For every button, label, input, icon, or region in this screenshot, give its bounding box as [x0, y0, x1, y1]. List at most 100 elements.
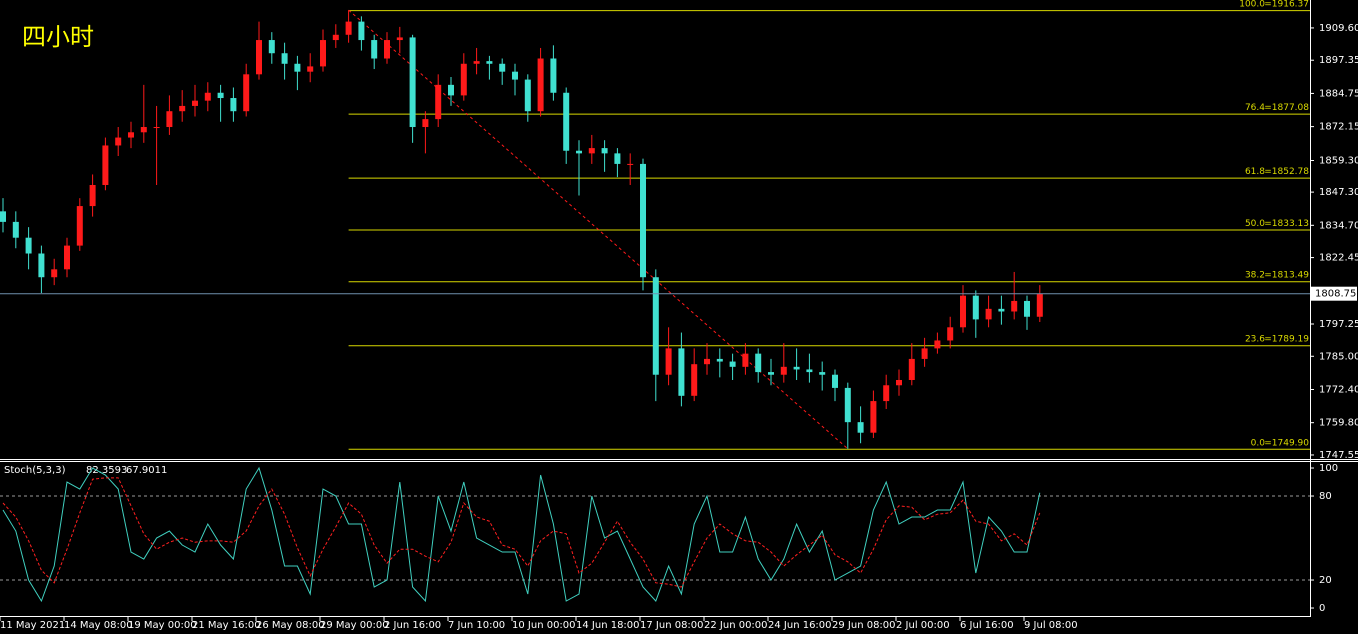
indicator-name: Stoch(5,3,3) — [4, 465, 66, 476]
x-tick-label: 14 Jun 18:00 — [576, 620, 640, 631]
current-price-box — [1311, 286, 1357, 301]
y-tick-label: 0 — [1319, 603, 1325, 614]
candle-body — [985, 308, 992, 320]
candle-body — [486, 61, 493, 64]
candle-body — [51, 269, 58, 278]
y-tick-label: 1897.35 — [1319, 55, 1358, 66]
candle-body — [652, 277, 659, 375]
y-tick-label: 1785.00 — [1319, 351, 1358, 362]
x-tick-label: 22 Jun 00:00 — [704, 620, 768, 631]
candle-body — [883, 385, 890, 402]
candle-body — [256, 40, 262, 75]
candle-body — [345, 21, 352, 35]
candle-body — [192, 100, 198, 106]
y-tick-label: 1859.30 — [1319, 155, 1358, 166]
y-tick-label: 1747.55 — [1319, 450, 1358, 461]
y-tick-label: 1847.30 — [1319, 187, 1358, 198]
x-tick-label: 24 Jun 16:00 — [768, 620, 832, 631]
indicator-k-value: 82.3593 — [86, 465, 127, 476]
candle-body — [243, 74, 250, 112]
candle-body — [294, 63, 301, 72]
candle-body — [512, 71, 518, 80]
candle-body — [524, 79, 531, 112]
x-tick-label: 29 May 00:00 — [320, 620, 389, 631]
trend-line — [348, 9, 849, 450]
candle-body — [1036, 293, 1043, 317]
candle-body — [217, 92, 224, 99]
candle-body — [601, 148, 608, 154]
y-tick-label: 1797.25 — [1319, 319, 1358, 330]
x-tick-label: 29 Jun 08:00 — [832, 620, 896, 631]
candle-body — [396, 37, 403, 41]
candle-body — [25, 237, 32, 254]
candle-body — [0, 211, 6, 222]
candle-body — [12, 221, 19, 238]
y-tick-label: 1759.80 — [1319, 418, 1358, 429]
candle-body — [768, 372, 774, 375]
candle-body — [793, 366, 800, 370]
fib-price-label: =1852.78 — [1264, 167, 1309, 177]
candle-body — [665, 348, 672, 375]
candle-body — [614, 153, 621, 164]
y-tick-label: 1872.15 — [1319, 122, 1358, 133]
y-tick-label: 1772.40 — [1319, 384, 1358, 395]
chart-title: 四小时 — [22, 23, 94, 51]
candle-body — [1011, 300, 1018, 312]
indicator-d-value: 67.9011 — [126, 465, 167, 476]
fib-ratio-label: 23.6 — [1245, 335, 1265, 345]
candle-body — [268, 40, 275, 54]
x-tick-label: 21 May 16:00 — [192, 620, 261, 631]
candle-body — [640, 163, 646, 278]
fib-price-label: =1877.08 — [1264, 103, 1309, 113]
candle-body — [179, 105, 186, 112]
candle-body — [729, 361, 736, 367]
candle-body — [678, 348, 685, 396]
candle-body — [857, 422, 864, 433]
candle-body — [371, 40, 378, 59]
x-tick-label: 7 Jun 10:00 — [448, 620, 505, 631]
candle-body — [1024, 300, 1030, 317]
candle-body — [230, 98, 237, 112]
candle-body — [819, 372, 826, 375]
x-tick-label: 9 Jul 08:00 — [1024, 620, 1078, 631]
fib-ratio-label: 38.2 — [1245, 271, 1265, 281]
candle-body — [870, 401, 877, 433]
candle-body — [576, 150, 582, 154]
fib-price-label: =1916.37 — [1264, 0, 1309, 10]
candle-body — [102, 145, 109, 185]
candle-body — [998, 308, 1005, 312]
candle-body — [89, 184, 96, 207]
candle-body — [627, 163, 634, 165]
fib-ratio-label: 76.4 — [1245, 103, 1265, 113]
candle-body — [588, 148, 595, 154]
candle-body — [499, 63, 506, 72]
fib-ratio-label: 100.0 — [1239, 0, 1265, 10]
candle-body — [832, 374, 838, 388]
candle-body — [128, 132, 134, 138]
fib-ratio-label: 61.8 — [1245, 167, 1265, 177]
candle-body — [972, 295, 979, 320]
candle-body — [691, 364, 698, 396]
candle-body — [755, 353, 762, 373]
fib-ratio-label: 50.0 — [1245, 219, 1265, 229]
candle-body — [38, 253, 45, 278]
y-tick-label: 1834.70 — [1319, 220, 1358, 231]
y-tick-label: 20 — [1319, 575, 1332, 586]
candle-body — [332, 34, 339, 41]
candle-body — [806, 369, 813, 373]
fib-price-label: =1789.19 — [1264, 335, 1309, 345]
candle-body — [896, 379, 902, 386]
y-tick-label: 80 — [1319, 491, 1332, 502]
candle-body — [153, 127, 160, 129]
candle-body — [844, 387, 851, 423]
x-tick-label: 2 Jul 00:00 — [896, 620, 950, 631]
candle-body — [140, 127, 147, 133]
fib-price-label: =1813.49 — [1264, 271, 1309, 281]
y-tick-label: 1822.45 — [1319, 253, 1358, 264]
y-tick-label: 1909.60 — [1319, 23, 1358, 34]
candle-body — [64, 245, 70, 270]
x-tick-label: 6 Jul 16:00 — [960, 620, 1014, 631]
candle-body — [537, 58, 544, 112]
